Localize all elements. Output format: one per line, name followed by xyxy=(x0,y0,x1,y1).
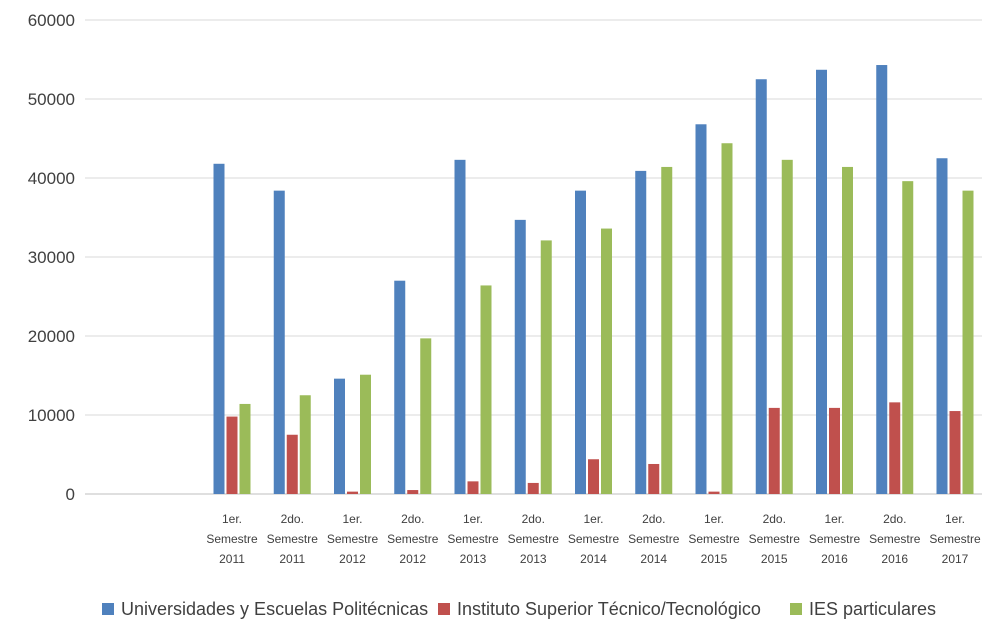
bar-3 xyxy=(902,181,914,494)
bar-3 xyxy=(360,374,371,494)
y-tick-label: 10000 xyxy=(28,406,75,425)
bar-1 xyxy=(273,190,285,494)
x-tick-label: 1er. Semestre 2014 xyxy=(568,512,620,566)
bar-2 xyxy=(226,416,238,494)
y-tick-label: 30000 xyxy=(28,248,75,267)
y-tick-label: 60000 xyxy=(28,11,75,30)
y-tick-label: 40000 xyxy=(28,169,75,188)
bar-3 xyxy=(299,395,311,494)
y-axis-ticks: 0 10000 20000 30000 40000 50000 60000 xyxy=(28,11,75,504)
bar-3 xyxy=(962,190,974,494)
bar-1 xyxy=(575,190,586,494)
bar-1 xyxy=(213,163,225,494)
bar-3 xyxy=(540,240,552,494)
y-tick-label: 20000 xyxy=(28,327,75,346)
legend-swatch xyxy=(438,603,450,615)
bar-3 xyxy=(781,159,793,494)
bar-1 xyxy=(695,124,707,494)
gridlines xyxy=(85,19,982,495)
bar-2 xyxy=(889,402,901,494)
x-tick-label: 1er. Semestre 2011 xyxy=(206,512,258,566)
legend-item: Universidades y Escuelas Politécnicas xyxy=(102,599,428,619)
bar-3 xyxy=(601,228,612,494)
x-tick-label: 2do. Semestre 2015 xyxy=(749,512,801,566)
x-tick-label: 2do. Semestre 2014 xyxy=(628,512,680,566)
bar-2 xyxy=(708,491,720,494)
bar-1 xyxy=(394,280,406,494)
bar-3 xyxy=(480,285,492,494)
bar-1 xyxy=(755,79,767,494)
bar-2 xyxy=(527,482,539,494)
legend-item: IES particulares xyxy=(790,599,936,619)
x-tick-label: 1er. Semestre 2012 xyxy=(327,512,379,566)
bar-2 xyxy=(768,407,780,494)
bar-2 xyxy=(347,491,358,494)
bar-2 xyxy=(829,407,840,494)
legend-swatch xyxy=(790,603,802,615)
legend-label: Universidades y Escuelas Politécnicas xyxy=(121,599,428,619)
bar-2 xyxy=(407,490,419,494)
bar-2 xyxy=(467,481,479,494)
legend-label: IES particulares xyxy=(809,599,936,619)
legend: Universidades y Escuelas Politécnicas Ins… xyxy=(102,599,936,619)
legend-swatch xyxy=(102,603,114,615)
bar-3 xyxy=(420,338,432,494)
legend-label: Instituto Superior Técnico/Tecnológico xyxy=(457,599,761,619)
bar-1 xyxy=(936,158,948,494)
bar-3 xyxy=(661,166,673,494)
bar-1 xyxy=(454,159,466,494)
x-tick-label: 1er. Semestre 2015 xyxy=(688,512,740,566)
x-tick-label: 2do. Semestre 2011 xyxy=(267,512,319,566)
y-tick-label: 50000 xyxy=(28,90,75,109)
bar-2 xyxy=(588,459,599,494)
x-tick-label: 1er. Semestre 2017 xyxy=(929,512,981,566)
x-tick-label: 1er. Semestre 2013 xyxy=(447,512,499,566)
bar-2 xyxy=(648,463,660,494)
x-tick-label: 2do. Semestre 2012 xyxy=(387,512,439,566)
x-tick-label: 2do. Semestre 2016 xyxy=(869,512,921,566)
bar-3 xyxy=(721,143,733,495)
bar-1 xyxy=(635,170,647,494)
bar-1 xyxy=(816,69,827,495)
legend-item: Instituto Superior Técnico/Tecnológico xyxy=(438,599,761,619)
bar-2 xyxy=(949,411,961,494)
y-tick-label: 0 xyxy=(66,485,75,504)
bar-3 xyxy=(842,166,853,494)
x-tick-label: 2do. Semestre 2013 xyxy=(508,512,560,566)
bar-3 xyxy=(239,403,251,494)
bar-2 xyxy=(286,434,298,494)
bar-1 xyxy=(514,219,526,494)
x-tick-label: 1er. Semestre 2016 xyxy=(809,512,861,566)
bars xyxy=(213,65,974,495)
bar-1 xyxy=(334,378,345,494)
bar-1 xyxy=(876,65,888,494)
